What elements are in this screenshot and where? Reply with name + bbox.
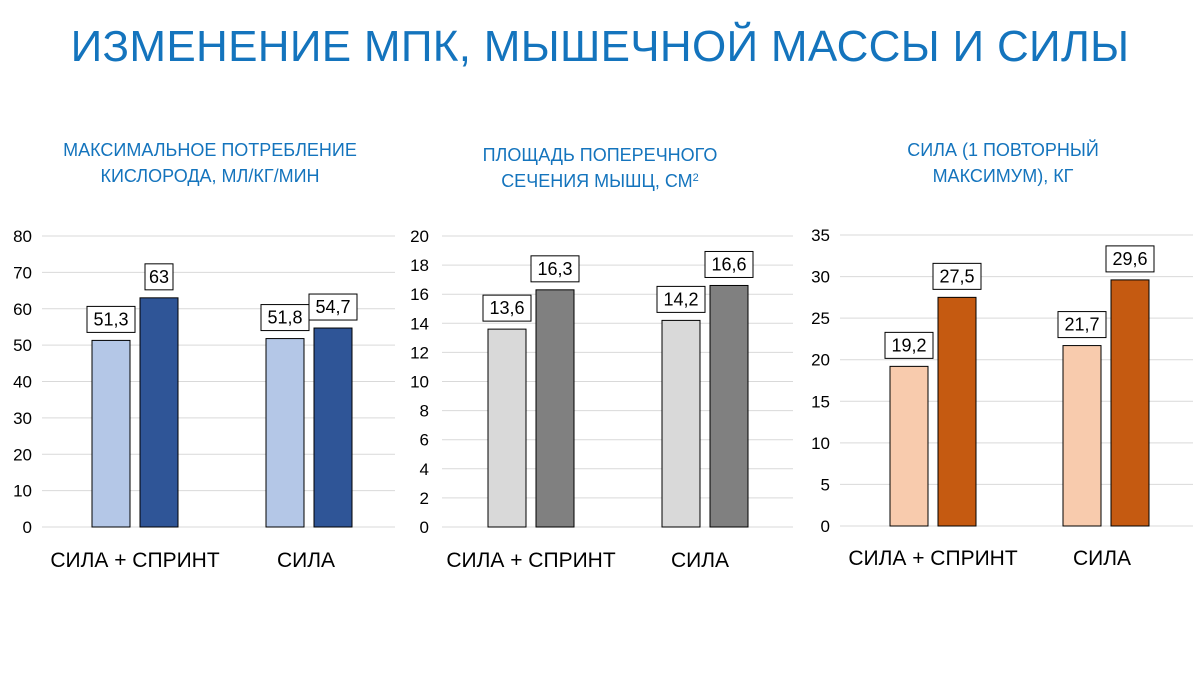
data-label-box [530,255,580,283]
chart-2-title: ПЛОЩАДЬ ПОПЕРЕЧНОГО СЕЧЕНИЯ МЫШЦ, СМ2 [400,142,800,194]
y-tick-label: 60 [13,300,32,319]
data-label: 16,3 [537,259,572,279]
data-label-box [656,285,706,313]
category-label: СИЛА + СПРИНТ [446,549,616,572]
y-tick-label: 6 [420,431,429,450]
chart-2-title-line-1: ПЛОЩАДЬ ПОПЕРЕЧНОГО [482,145,718,165]
chart-1-title-line-1: МАКСИМАЛЬНОЕ ПОТРЕБЛЕНИЕ [63,140,357,160]
bar [265,338,305,528]
data-label-box [1057,311,1107,339]
bar [709,284,749,528]
data-label: 51,3 [93,309,128,329]
data-label: 13,6 [489,298,524,318]
bar [889,365,929,527]
y-tick-label: 20 [13,445,32,464]
data-label: 51,8 [267,308,302,328]
y-tick-label: 30 [811,268,830,287]
data-label: 27,5 [939,266,974,286]
y-tick-label: 4 [420,460,429,479]
bar [91,339,131,528]
chart-1-title-line-2: КИСЛОРОДА, МЛ/КГ/МИН [10,163,410,189]
data-label: 29,6 [1112,249,1147,269]
y-tick-label: 0 [420,518,429,537]
y-tick-label: 20 [410,227,429,246]
data-label: 14,2 [663,289,698,309]
data-label-box [144,263,174,291]
bar [1062,345,1102,527]
data-label-box [1105,245,1155,273]
y-tick-label: 40 [13,373,32,392]
y-tick-label: 35 [811,226,830,245]
chart-3-title: СИЛА (1 ПОВТОРНЫЙ МАКСИМУМ), КГ [803,137,1200,189]
chart-3-title-line-1: СИЛА (1 ПОВТОРНЫЙ [907,140,1099,160]
chart-3-title-line-2-text: МАКСИМУМ), КГ [932,166,1074,186]
y-tick-label: 10 [13,482,32,501]
chart-2-title-superscript: 2 [692,172,699,184]
data-label-box [884,331,934,359]
y-tick-label: 20 [811,351,830,370]
slide-title: ИЗМЕНЕНИЕ МПК, МЫШЕЧНОЙ МАССЫ И СИЛЫ [70,22,1130,71]
chart-2-title-line-2: СЕЧЕНИЯ МЫШЦ, СМ2 [400,168,800,194]
category-label: СИЛА + СПРИНТ [50,549,220,572]
data-label-box [704,250,754,278]
y-tick-label: 15 [811,392,830,411]
bar [535,289,575,528]
chart-2-title-line-2-text: СЕЧЕНИЯ МЫШЦ, СМ [501,171,693,191]
y-tick-label: 0 [821,517,830,536]
data-label-box [308,293,358,321]
data-label: 63 [149,267,169,287]
chart-1-title: МАКСИМАЛЬНОЕ ПОТРЕБЛЕНИЕ КИСЛОРОДА, МЛ/К… [10,137,410,189]
data-label-box [932,262,982,290]
bar [313,327,353,528]
data-label-box [482,294,532,322]
y-tick-label: 16 [410,285,429,304]
y-tick-label: 2 [420,489,429,508]
y-tick-label: 12 [410,343,429,362]
bar [937,296,977,527]
y-tick-label: 8 [420,402,429,421]
y-tick-label: 5 [821,475,830,494]
bar [139,297,179,528]
data-label-box [260,304,310,332]
y-tick-label: 0 [23,518,32,537]
bar [1110,279,1150,527]
y-tick-label: 30 [13,409,32,428]
chart-1-title-line-2-text: КИСЛОРОДА, МЛ/КГ/МИН [100,166,320,186]
category-label: СИЛА [277,549,335,572]
y-tick-label: 25 [811,309,830,328]
data-label-box [86,305,136,333]
data-label: 16,6 [711,254,746,274]
y-tick-label: 10 [410,373,429,392]
chart-3-title-line-2: МАКСИМУМ), КГ [803,163,1200,189]
data-label: 21,7 [1064,315,1099,335]
y-tick-label: 80 [13,227,32,246]
y-tick-label: 70 [13,263,32,282]
bar [661,319,701,528]
y-tick-label: 14 [410,314,429,333]
data-label: 54,7 [315,297,350,317]
y-tick-label: 18 [410,256,429,275]
y-tick-label: 10 [811,434,830,453]
y-tick-label: 50 [13,336,32,355]
category-label: СИЛА [671,549,729,572]
bar [487,328,527,528]
category-label: СИЛА + СПРИНТ [848,547,1018,570]
data-label: 19,2 [891,335,926,355]
category-label: СИЛА [1073,547,1131,570]
